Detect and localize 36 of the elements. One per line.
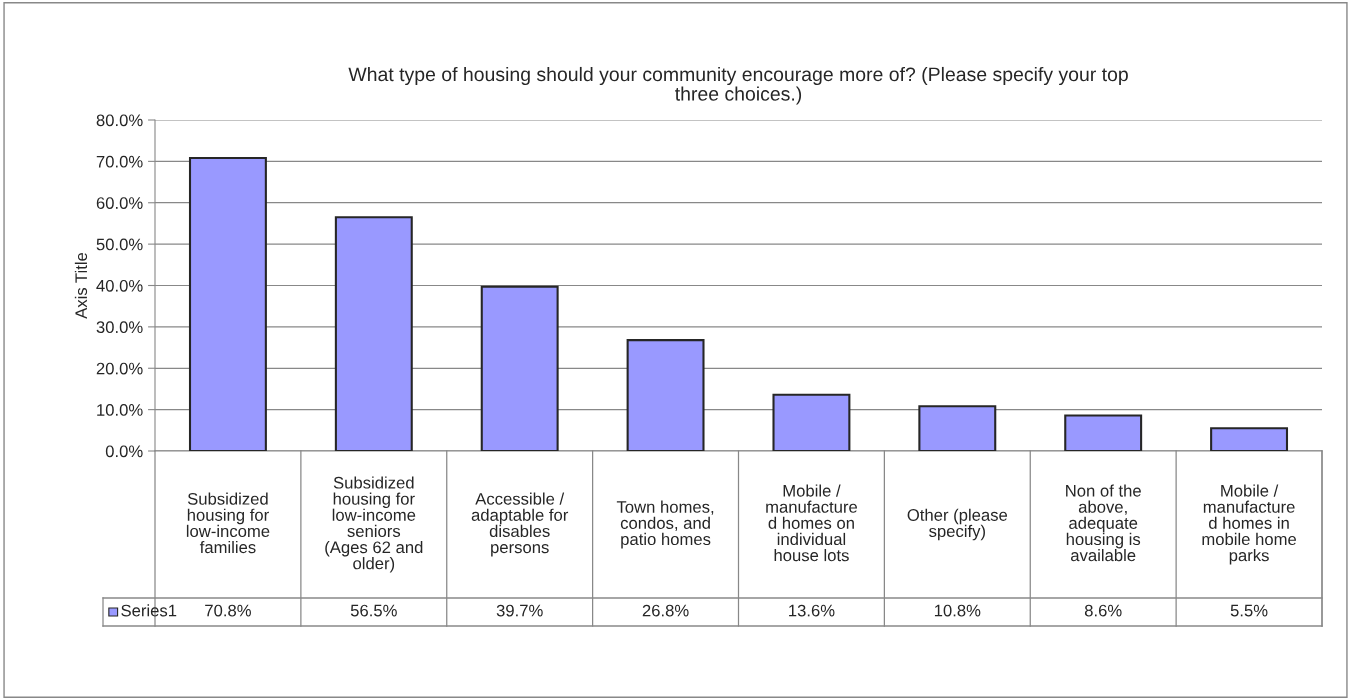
bar (918, 405, 997, 451)
y-axis-title: Axis Title (74, 252, 88, 319)
data-label: 39.7% (496, 604, 543, 617)
bar (772, 393, 851, 451)
data-label: 8.6% (1084, 604, 1122, 617)
data-label: 56.5% (350, 604, 397, 617)
x-tick-label: Subsidized housing for low-income families (186, 492, 270, 554)
y-tick-label: 50.0% (96, 238, 143, 251)
bar (188, 157, 267, 451)
bar (480, 285, 559, 451)
y-tick-label: 0.0% (105, 445, 143, 458)
y-tick-label: 70.0% (96, 155, 143, 168)
x-tick-label: Accessible / adaptable for disables persons (471, 492, 569, 557)
x-tick-label: Subsidized housing for low-income seniors (Ages 62 and older) (325, 476, 423, 573)
bar (1210, 427, 1289, 451)
x-tick-label: Mobile / manufacture d homes in mobile home parks (1202, 484, 1297, 565)
y-tick-label: 40.0% (96, 279, 143, 292)
bar (1064, 414, 1143, 451)
data-label: 26.8% (642, 604, 689, 617)
y-tick-label: 20.0% (96, 362, 143, 375)
bar (626, 339, 705, 451)
data-label: 70.8% (205, 604, 251, 617)
x-tick-label: Other (please specify) (907, 508, 1008, 541)
data-label: 10.8% (934, 604, 981, 617)
data-label: 5.5% (1230, 604, 1268, 617)
x-tick-label: Town homes, condos, and patio homes (616, 500, 714, 549)
bar (334, 216, 413, 451)
y-tick-label: 10.0% (97, 404, 143, 416)
x-tick-label: Mobile / manufacture d homes on individual house lots (766, 484, 858, 562)
x-tick-label: Non of the above, adequate housing is available (1066, 484, 1141, 562)
y-tick-label: 60.0% (96, 197, 143, 209)
y-tick-label: 80.0% (96, 114, 143, 127)
chart-title: What type of housing should your community encourage more of? (Please specify your top three choices.) (348, 66, 1128, 105)
data-label: 13.6% (789, 604, 835, 617)
legend-label: Series1 (121, 604, 177, 617)
y-tick-label: 30.0% (96, 321, 143, 334)
